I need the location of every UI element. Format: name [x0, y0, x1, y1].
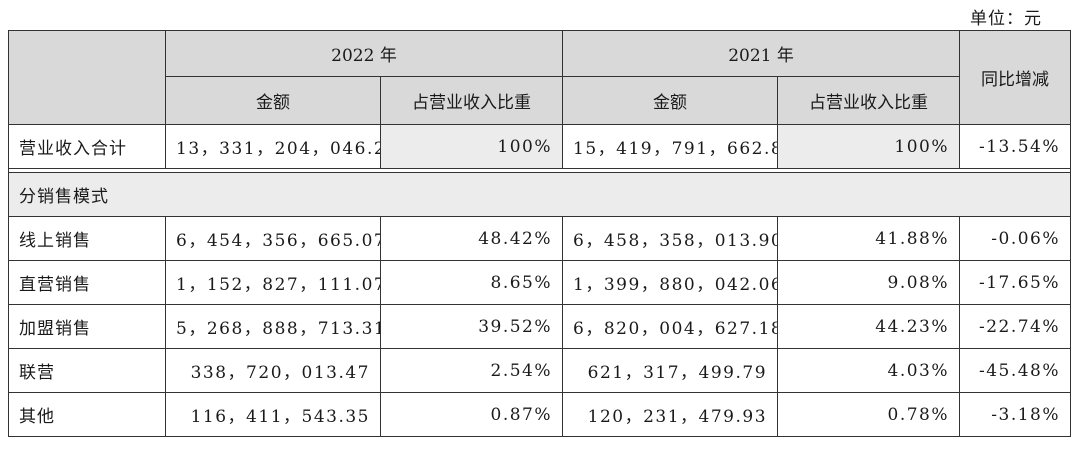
- unit-label: 单位：元: [970, 9, 1042, 29]
- row-amount-2021: 120，231，479.93: [562, 392, 779, 437]
- row-share-2021: 44.23%: [777, 304, 961, 349]
- row-label: 加盟销售: [8, 304, 166, 349]
- total-amount-2021: 15，419，791，662.86: [562, 124, 779, 169]
- row-share-2021: 9.08%: [777, 260, 961, 305]
- header-row-columns: 金额 占营业收入比重 金额 占营业收入比重: [9, 76, 1071, 125]
- row-yoy: -22.74%: [959, 304, 1072, 349]
- row-yoy: -17.65%: [959, 260, 1072, 305]
- row-share-2022: 8.65%: [379, 260, 564, 305]
- total-yoy: -13.54%: [959, 124, 1072, 169]
- header-year-2022: 2022 年: [164, 30, 564, 77]
- header-amount-2022: 金额: [165, 76, 381, 125]
- total-label: 营业收入合计: [8, 124, 166, 169]
- header-amount-2021: 金额: [562, 76, 779, 125]
- table-row: 加盟销售 5，268，888，713.31 39.52% 6，820，004，6…: [8, 304, 1072, 349]
- row-amount-2021: 6，820，004，627.18: [562, 304, 779, 349]
- header-yoy: 同比增减: [959, 30, 1072, 125]
- header-year-2021: 2021 年: [562, 30, 961, 77]
- row-share-2021: 4.03%: [777, 348, 961, 393]
- total-amount-2022: 13，331，204，046.27: [165, 124, 381, 169]
- table-row: 线上销售 6，454，356，665.07 48.42% 6，458，358，0…: [8, 216, 1072, 261]
- row-amount-2021: 1，399，880，042.06: [562, 260, 779, 305]
- row-amount-2022: 116，411，543.35: [165, 392, 381, 437]
- table-row: 直营销售 1，152，827，111.07 8.65% 1，399，880，04…: [8, 260, 1072, 305]
- total-share-2021: 100%: [777, 124, 961, 169]
- section-row: 分销售模式: [7, 172, 1072, 217]
- row-amount-2021: 621，317，499.79: [562, 348, 779, 393]
- row-amount-2022: 1，152，827，111.07: [165, 260, 381, 305]
- table-row: 联营 338，720，013.47 2.54% 621，317，499.79 4…: [8, 348, 1072, 393]
- total-share-2022: 100%: [379, 124, 564, 169]
- row-label: 线上销售: [8, 216, 166, 261]
- row-share-2021: 41.88%: [777, 216, 961, 261]
- row-label: 其他: [8, 392, 166, 437]
- row-amount-2022: 5，268，888，713.31: [165, 304, 381, 349]
- section-label: 分销售模式: [7, 172, 1072, 217]
- row-yoy: -45.48%: [959, 348, 1072, 393]
- row-share-2022: 48.42%: [379, 216, 564, 261]
- row-yoy: -3.18%: [959, 392, 1072, 437]
- row-yoy: -0.06%: [959, 216, 1072, 261]
- row-share-2021: 0.78%: [777, 392, 961, 437]
- row-share-2022: 0.87%: [379, 392, 564, 437]
- total-row: 营业收入合计 13，331，204，046.27 100% 15，419，791…: [8, 124, 1072, 169]
- row-share-2022: 2.54%: [379, 348, 564, 393]
- header-share-2021: 占营业收入比重: [777, 76, 961, 125]
- header-row-years: 2022 年 2021 年 同比增减: [8, 30, 1072, 125]
- row-share-2022: 39.52%: [379, 304, 564, 349]
- header-share-2022: 占营业收入比重: [379, 76, 564, 125]
- table-row: 其他 116，411，543.35 0.87% 120，231，479.93 0…: [8, 392, 1072, 437]
- row-amount-2022: 6，454，356，665.07: [165, 216, 381, 261]
- revenue-table: 2022 年 2021 年 同比增减 金额 占营业收入比重 金额 占营业收入比重…: [7, 30, 1072, 437]
- row-label: 联营: [8, 348, 166, 393]
- header-empty-cell: [8, 30, 166, 125]
- row-amount-2021: 6，458，358，013.90: [562, 216, 779, 261]
- row-label: 直营销售: [8, 260, 166, 305]
- row-amount-2022: 338，720，013.47: [165, 348, 381, 393]
